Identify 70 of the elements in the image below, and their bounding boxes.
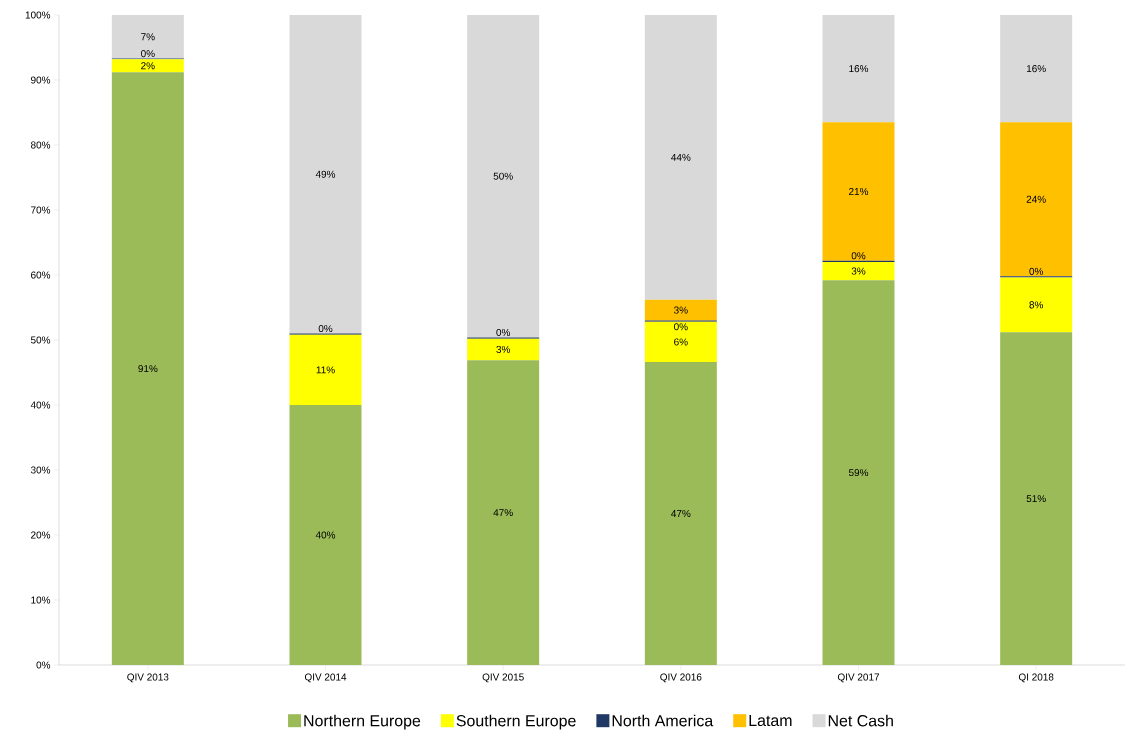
- data-label: 3%: [674, 306, 688, 314]
- data-label: 91%: [138, 365, 158, 373]
- data-label: 0%: [318, 325, 333, 333]
- data-label: 59%: [848, 469, 869, 477]
- y-tick-label: 70%: [31, 206, 51, 214]
- data-label: 16%: [849, 65, 869, 73]
- data-label: 51%: [1026, 495, 1046, 503]
- bar: [1000, 277, 1073, 333]
- data-label: 0%: [1029, 267, 1044, 275]
- bar: [822, 280, 895, 665]
- y-tick-label: 40%: [30, 401, 51, 409]
- bar: [111, 14, 184, 59]
- x-tick-label: QIV 2013: [127, 673, 169, 683]
- y-tick-label: 30%: [30, 466, 51, 474]
- bar: [644, 321, 717, 363]
- data-label: 24%: [1026, 195, 1046, 203]
- data-label: 3%: [851, 267, 866, 275]
- y-tick-label: 100%: [25, 11, 51, 19]
- data-label: 50%: [493, 172, 513, 180]
- bar: [822, 261, 895, 281]
- data-label: 0%: [674, 323, 688, 331]
- data-label: 16%: [1026, 65, 1046, 73]
- data-label: 2%: [141, 62, 155, 70]
- bar: [822, 14, 895, 123]
- data-label: 0%: [496, 328, 511, 336]
- legend-label: Net Cash: [828, 714, 893, 727]
- bar: [289, 14, 362, 334]
- data-label: 6%: [674, 338, 688, 346]
- data-label: 40%: [315, 531, 336, 539]
- x-tick-label: QIV 2016: [660, 673, 702, 683]
- bar: [1000, 14, 1073, 123]
- bar: [467, 338, 540, 361]
- bar: [467, 14, 540, 338]
- bar: [1000, 122, 1073, 277]
- bar: [1000, 332, 1073, 665]
- data-label: 7%: [141, 33, 155, 41]
- y-tick-label: 50%: [30, 336, 51, 344]
- data-label: 47%: [493, 509, 513, 517]
- bar: [111, 72, 184, 665]
- x-tick-label: QIV 2015: [482, 673, 524, 683]
- bar: [111, 59, 184, 73]
- data-label: 47%: [671, 510, 691, 518]
- bar: [644, 362, 717, 665]
- y-tick-label: 0%: [36, 661, 51, 669]
- data-label: 21%: [849, 187, 869, 195]
- data-label: 11%: [316, 366, 335, 374]
- y-tick-label: 90%: [31, 76, 51, 84]
- data-label: 0%: [141, 50, 155, 58]
- data-label: 3%: [496, 345, 511, 353]
- bar: [289, 334, 362, 405]
- bar: [822, 122, 895, 261]
- data-label: 0%: [851, 252, 866, 260]
- x-tick-label: QIV 2017: [837, 673, 880, 683]
- y-tick-label: 80%: [30, 141, 51, 149]
- data-label: 8%: [1029, 301, 1044, 309]
- bar: [289, 404, 362, 665]
- bar: [644, 299, 717, 321]
- bar: [644, 14, 717, 300]
- y-tick-label: 20%: [31, 531, 51, 539]
- legend-label: Southern Europe: [456, 714, 576, 730]
- y-tick-label: 60%: [31, 271, 51, 279]
- legend-label: Latam: [749, 714, 792, 727]
- data-label: 49%: [315, 170, 336, 178]
- x-tick-label: QIV 2014: [304, 673, 347, 683]
- y-tick-label: 10%: [31, 596, 51, 604]
- data-label: 44%: [671, 153, 691, 161]
- x-tick-label: QI 2018: [1018, 673, 1054, 683]
- legend-label: Northern Europe: [304, 714, 421, 730]
- legend-label: North America: [612, 714, 714, 727]
- bar: [467, 360, 540, 665]
